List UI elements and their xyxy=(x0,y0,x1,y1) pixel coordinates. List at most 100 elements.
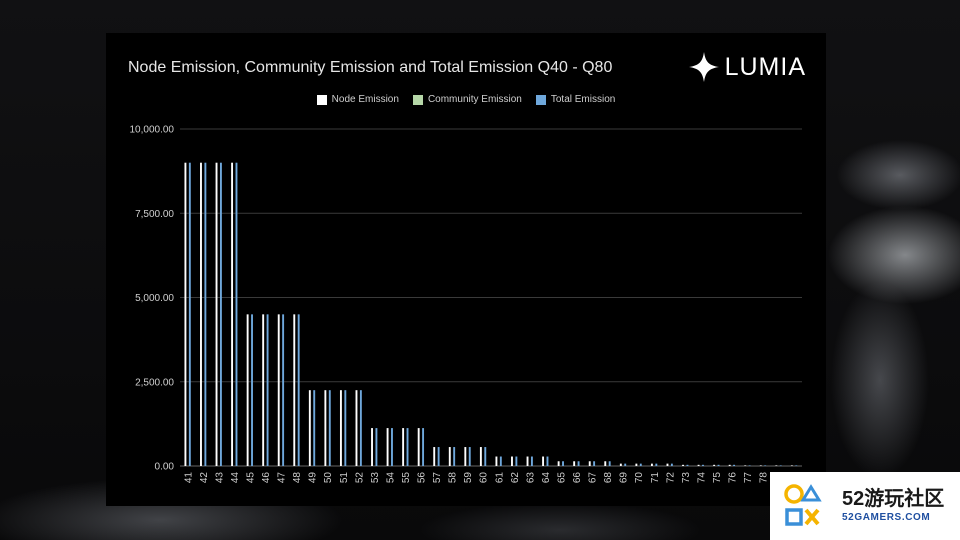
bar-total xyxy=(313,390,316,466)
bar-node xyxy=(464,447,467,466)
watermark-brand: 52游玩社区 xyxy=(842,488,945,510)
bar-node xyxy=(526,456,529,466)
x-tick-label: 61 xyxy=(494,472,505,484)
x-tick-label: 72 xyxy=(665,472,676,484)
y-tick-label: 7,500.00 xyxy=(135,209,174,220)
bar-total xyxy=(251,314,253,466)
bar-total xyxy=(530,456,533,466)
bar-total xyxy=(577,461,580,466)
bar-node xyxy=(324,390,327,466)
bar-node xyxy=(308,390,311,466)
bar-total xyxy=(624,463,627,466)
bar-total xyxy=(655,463,658,466)
controller-buttons-icon xyxy=(782,481,836,531)
x-tick-label: 73 xyxy=(681,472,692,484)
x-tick-label: 60 xyxy=(479,472,490,484)
bar-total xyxy=(453,447,456,466)
bar-node xyxy=(604,461,607,466)
x-tick-label: 41 xyxy=(183,472,194,484)
bar-node xyxy=(200,162,202,466)
bar-node xyxy=(215,162,218,466)
bar-node xyxy=(713,464,716,466)
bar-node xyxy=(231,162,234,466)
bar-node xyxy=(433,447,436,466)
chart-title: Node Emission, Community Emission and To… xyxy=(128,59,613,76)
bar-node xyxy=(495,456,498,466)
x-tick-label: 55 xyxy=(401,472,412,484)
bar-total xyxy=(546,456,549,466)
bar-total xyxy=(515,456,518,466)
bar-node xyxy=(386,428,389,466)
legend-item-community[interactable]: Community Emission xyxy=(412,94,522,105)
x-tick-label: 75 xyxy=(712,472,723,484)
bar-total xyxy=(422,428,425,466)
bar-node xyxy=(697,464,700,466)
x-tick-label: 71 xyxy=(650,472,661,484)
x-tick-label: 54 xyxy=(385,472,396,484)
bar-total xyxy=(235,162,238,466)
bar-total xyxy=(670,463,673,466)
x-tick-label: 59 xyxy=(463,472,474,484)
x-tick-label: 69 xyxy=(619,472,630,484)
chart-plot: 0.00 2,500.00 5,000.00 7,500.00 10,000.00 41 4… xyxy=(130,125,802,484)
chart-legend: Node Emission Community Emission Total E… xyxy=(106,94,826,105)
y-tick-label: 5,000.00 xyxy=(135,293,174,304)
bar-total xyxy=(562,461,564,466)
bar-node xyxy=(402,428,405,466)
bar-total xyxy=(733,464,736,466)
y-tick-label: 2,500.00 xyxy=(135,377,174,388)
bar-node xyxy=(371,428,373,466)
bar-node xyxy=(339,390,342,466)
x-tick-label: 74 xyxy=(696,472,707,484)
bar-total xyxy=(779,465,782,466)
watermark-domain: 52GAMERS.COM xyxy=(842,512,931,523)
bar-node xyxy=(573,461,576,466)
bar-node xyxy=(246,314,249,466)
bar-total xyxy=(328,390,331,466)
bar-total xyxy=(266,314,269,466)
watermark-badge: 52游玩社区 52GAMERS.COM xyxy=(770,472,960,540)
x-tick-label: 58 xyxy=(448,472,459,484)
bar-total xyxy=(188,162,191,466)
bar-total xyxy=(717,464,720,466)
x-tick-label: 47 xyxy=(277,472,288,484)
bar-node xyxy=(542,456,545,466)
x-tick-label: 76 xyxy=(728,472,739,484)
legend-label-total: Total Emission xyxy=(550,94,616,105)
bar-total xyxy=(795,465,798,466)
watermark-text: 52游玩社区 52GAMERS.COM xyxy=(842,487,944,525)
four-point-star-icon xyxy=(688,52,719,82)
bar-total xyxy=(702,464,704,466)
bar-node xyxy=(417,428,420,466)
bar-total xyxy=(468,447,471,466)
y-tick-label: 10,000.00 xyxy=(130,125,175,136)
bar-total xyxy=(499,456,502,466)
legend-item-node[interactable]: Node Emission xyxy=(316,94,399,105)
bar-total xyxy=(297,314,300,466)
bar-node xyxy=(479,447,482,466)
bar-total xyxy=(219,162,222,466)
bar-total xyxy=(764,465,767,466)
bar-node xyxy=(557,461,560,466)
x-tick-label: 46 xyxy=(261,472,272,484)
bar-node xyxy=(635,463,638,466)
x-tick-label: 68 xyxy=(603,472,614,484)
x-tick-label: 51 xyxy=(339,472,350,484)
bar-node xyxy=(759,465,762,466)
bar-node xyxy=(277,314,280,466)
bar-total xyxy=(748,465,751,466)
bar-node xyxy=(262,314,265,466)
bar-node xyxy=(293,314,296,466)
legend-item-total[interactable]: Total Emission xyxy=(535,94,616,105)
x-tick-label: 52 xyxy=(354,472,365,484)
logo-text: LUMIA xyxy=(724,52,806,81)
bar-total xyxy=(437,447,440,466)
bar-node xyxy=(619,463,622,466)
bar-node xyxy=(775,465,778,466)
x-tick-label: 53 xyxy=(370,472,381,484)
bar-total xyxy=(282,314,285,466)
bar-node xyxy=(511,456,513,466)
x-tick-label: 44 xyxy=(230,472,241,484)
x-tick-label: 77 xyxy=(743,472,754,484)
x-tick-label: 64 xyxy=(541,472,552,484)
